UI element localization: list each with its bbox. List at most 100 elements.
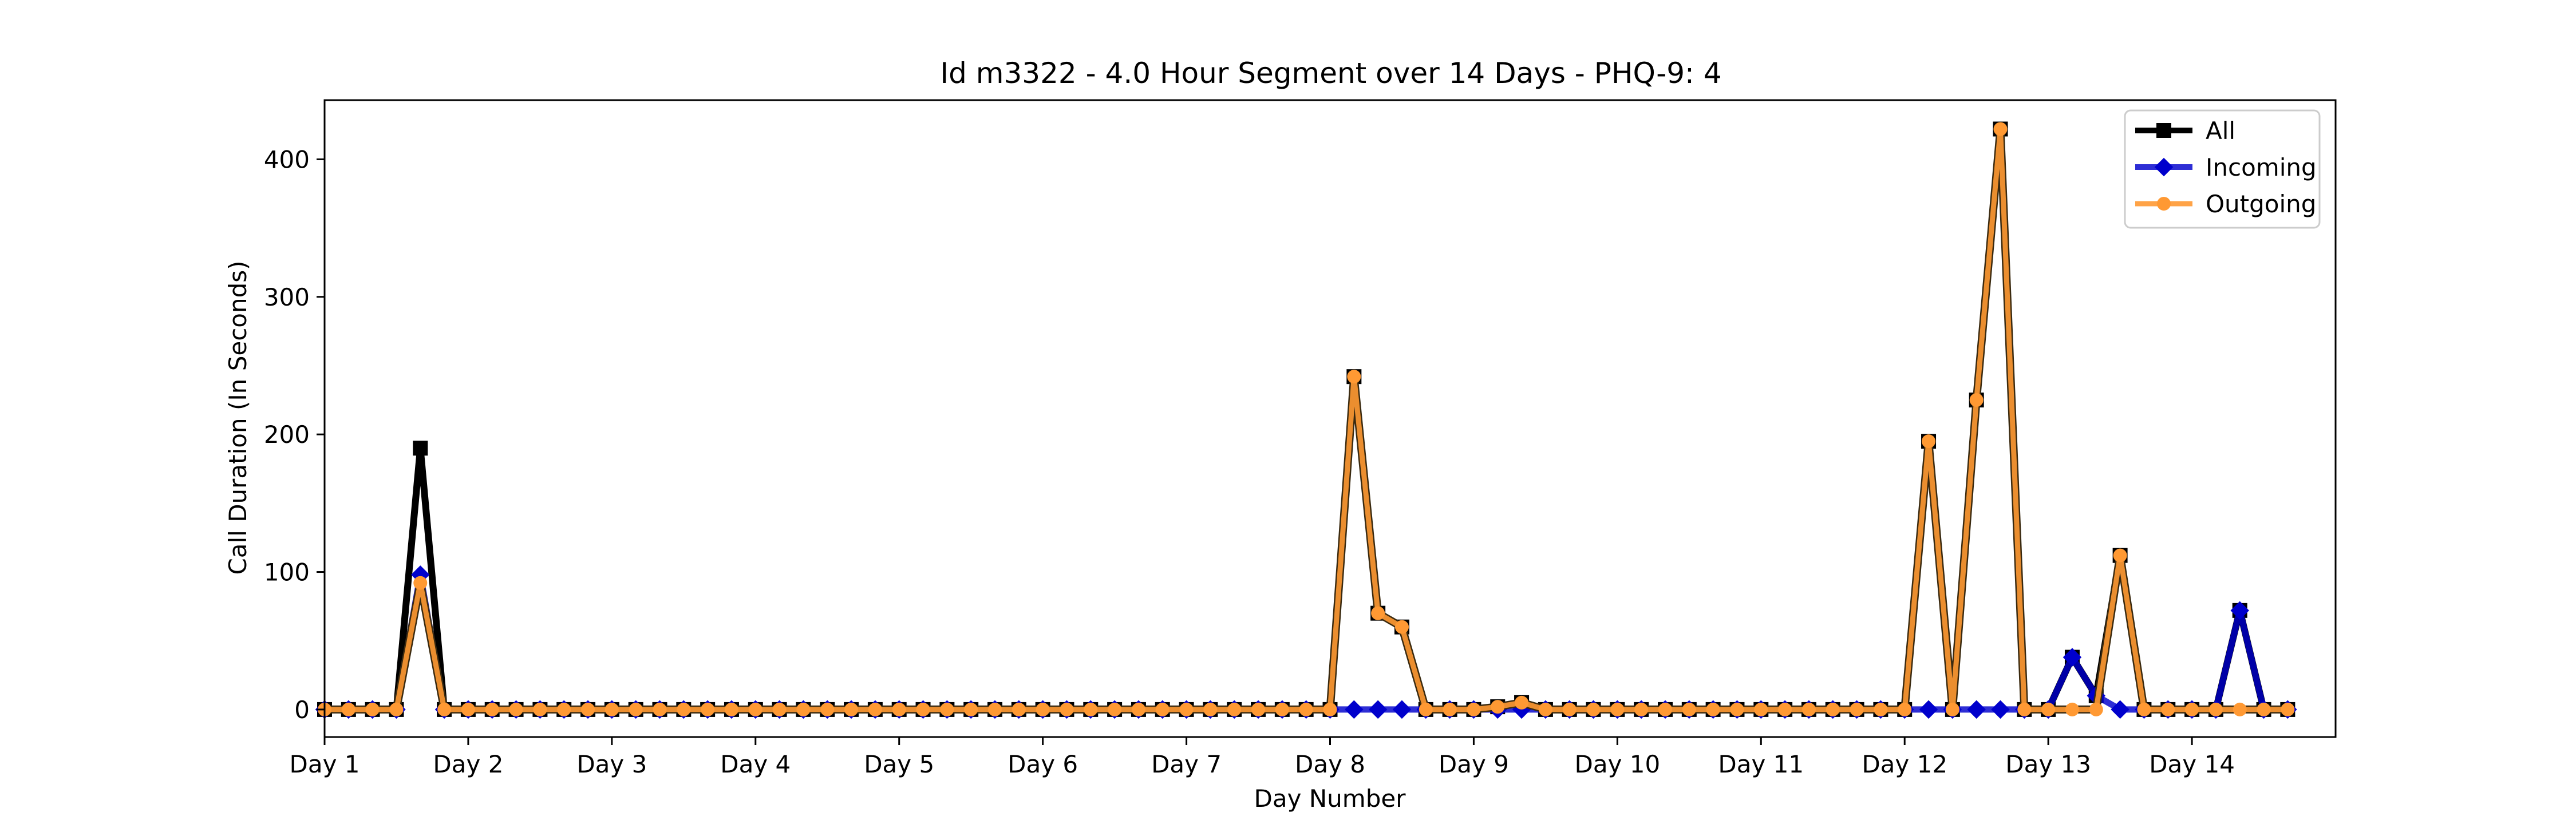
data-point xyxy=(389,702,404,716)
x-tick-label: Day 10 xyxy=(1574,750,1660,778)
data-point xyxy=(2230,601,2249,620)
data-point xyxy=(2089,702,2103,716)
data-point xyxy=(1323,702,1337,716)
data-point xyxy=(1945,702,1959,716)
data-point xyxy=(2137,702,2151,716)
legend-box xyxy=(2124,109,2321,229)
data-point xyxy=(581,702,595,716)
x-tick-label: Day 7 xyxy=(1151,750,1222,778)
data-point xyxy=(1991,700,2010,719)
data-point xyxy=(677,702,691,716)
data-point xyxy=(1084,702,1098,716)
data-point xyxy=(413,576,428,590)
data-point xyxy=(1538,702,1552,716)
data-point xyxy=(1394,620,1409,634)
data-point xyxy=(1730,702,1744,716)
y-tick-label: 100 xyxy=(264,558,310,587)
data-point xyxy=(796,702,811,716)
data-point xyxy=(1969,393,1984,407)
y-tick-label: 300 xyxy=(264,283,310,311)
data-point xyxy=(1491,700,1505,714)
x-tick-label: Day 12 xyxy=(1862,750,1947,778)
x-tick-label: Day 5 xyxy=(864,750,934,778)
data-point xyxy=(1898,702,1912,716)
data-point xyxy=(557,702,571,716)
y-tick-label: 200 xyxy=(264,421,310,449)
y-tick-label: 400 xyxy=(264,145,310,173)
data-point xyxy=(1203,702,1218,716)
x-tick-label: Day 13 xyxy=(2005,750,2091,778)
series-outgoing xyxy=(318,122,2295,716)
data-point xyxy=(964,702,978,716)
data-point xyxy=(1801,702,1816,716)
x-axis-title: Day Number xyxy=(1254,785,1406,813)
data-point xyxy=(1634,702,1649,716)
data-point xyxy=(533,702,547,716)
data-point xyxy=(1919,700,1938,719)
x-axis: Day 1 Day 2 Day 3 Day 4 Day 5 Day 6 Day 7 Day 8… xyxy=(289,737,2235,778)
data-point xyxy=(1347,370,1361,384)
data-point xyxy=(2063,648,2082,667)
data-point xyxy=(605,702,619,716)
data-point xyxy=(1467,702,1481,716)
data-point xyxy=(1345,700,1364,719)
y-tick-label: 0 xyxy=(294,696,310,724)
data-point xyxy=(1610,702,1625,716)
x-tick-label: Day 14 xyxy=(2149,750,2235,778)
data-point xyxy=(653,702,667,716)
data-point xyxy=(413,441,428,456)
data-point xyxy=(1874,702,1888,716)
data-point xyxy=(2017,702,2032,716)
data-point xyxy=(1060,702,1074,716)
data-point xyxy=(1562,702,1577,716)
y-axis-title: Call Duration (In Seconds) xyxy=(224,260,252,575)
data-point xyxy=(485,702,499,716)
x-tick-label: Day 8 xyxy=(1295,750,1365,778)
data-point xyxy=(461,702,475,716)
data-point xyxy=(748,702,762,716)
legend-label: Outgoing xyxy=(2206,190,2316,218)
data-point xyxy=(1706,702,1720,716)
data-point xyxy=(2233,702,2247,716)
data-point xyxy=(844,702,859,716)
data-point xyxy=(1392,700,1412,719)
data-point xyxy=(365,702,380,716)
data-point xyxy=(2065,702,2079,716)
data-point xyxy=(2185,702,2199,716)
data-point xyxy=(892,702,906,716)
data-point xyxy=(1275,702,1289,716)
data-point xyxy=(1227,702,1242,716)
data-point xyxy=(2111,700,2129,719)
data-point xyxy=(2208,702,2223,716)
data-point xyxy=(1586,702,1601,716)
data-point xyxy=(1368,700,1388,719)
data-point xyxy=(1826,702,1840,716)
data-point xyxy=(1515,695,1529,710)
data-point xyxy=(1778,702,1792,716)
x-tick-label: Day 3 xyxy=(576,750,647,778)
x-tick-label: Day 9 xyxy=(1439,750,1509,778)
data-point xyxy=(1036,702,1050,716)
data-point xyxy=(1754,702,1768,716)
data-point xyxy=(1443,702,1457,716)
x-tick-label: Day 1 xyxy=(289,750,359,778)
data-point xyxy=(2257,702,2271,716)
data-point xyxy=(1179,702,1194,716)
data-point xyxy=(988,702,1002,716)
legend: All Incoming Outgoing xyxy=(2124,109,2321,229)
x-tick-label: Day 6 xyxy=(1008,750,1078,778)
plot-area xyxy=(315,121,2297,719)
legend-label: Incoming xyxy=(2206,153,2317,181)
data-point xyxy=(1251,702,1266,716)
x-tick-label: Day 4 xyxy=(720,750,791,778)
data-point xyxy=(1967,700,1986,719)
data-point xyxy=(916,702,930,716)
data-point xyxy=(1131,702,1145,716)
data-point xyxy=(1155,702,1170,716)
legend-marker xyxy=(2156,123,2171,138)
data-point xyxy=(1922,434,1936,449)
data-point xyxy=(1682,702,1696,716)
chart-title: Id m3322 - 4.0 Hour Segment over 14 Days… xyxy=(940,57,1721,90)
data-point xyxy=(509,702,523,716)
